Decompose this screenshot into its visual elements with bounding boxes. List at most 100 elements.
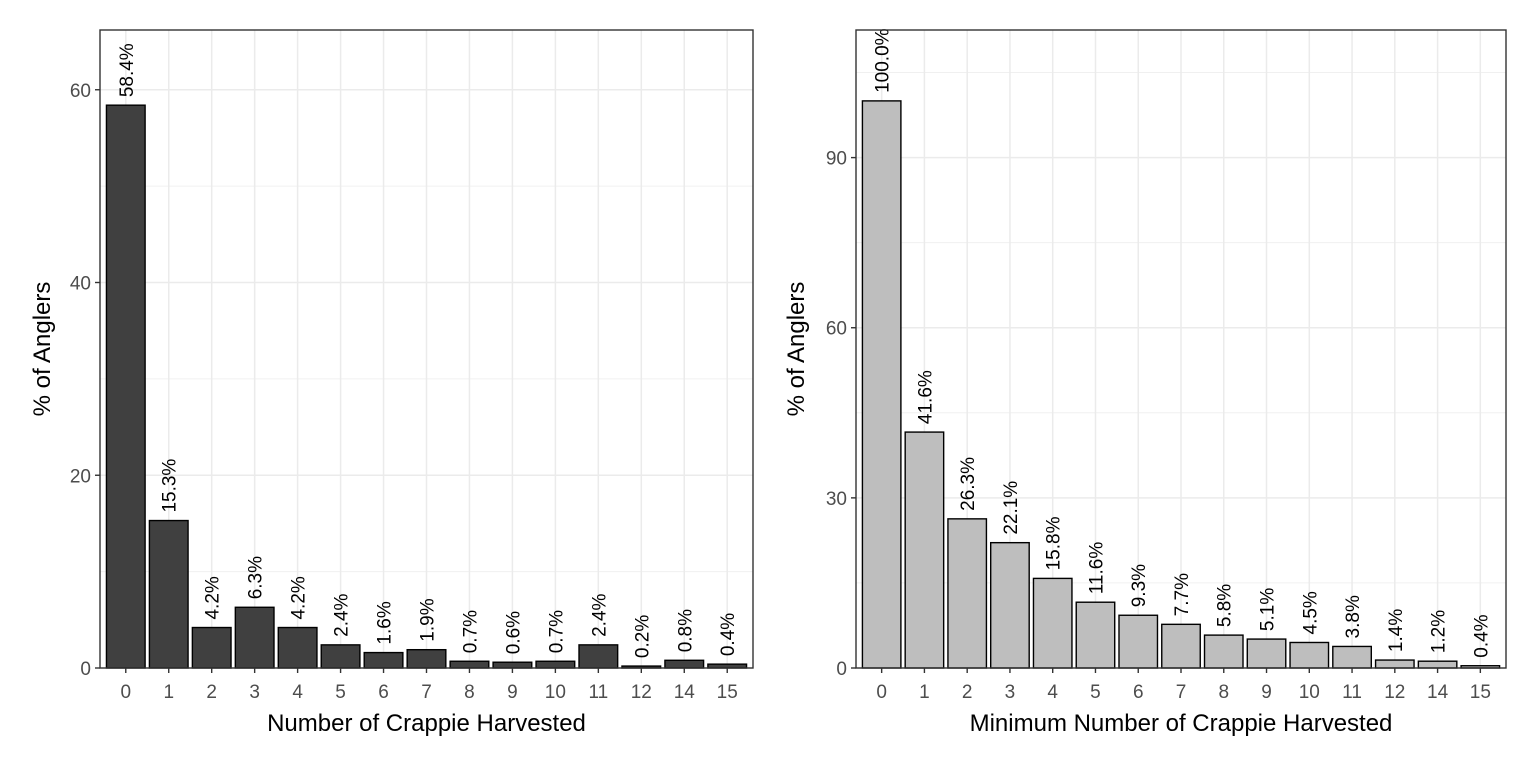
y-axis-title: % of Anglers — [29, 282, 56, 417]
x-tick-label: 12 — [631, 682, 652, 703]
bar-3 — [990, 541, 1030, 669]
bar-14 — [664, 659, 705, 669]
data-label: 2.4% — [332, 593, 353, 636]
x-tick-label: 8 — [464, 682, 475, 703]
data-label: 58.4% — [117, 43, 138, 97]
x-tick-label: 12 — [1384, 682, 1405, 703]
x-tick-label: 10 — [545, 682, 566, 703]
x-tick-label: 2 — [962, 682, 973, 703]
x-tick-label: 15 — [717, 682, 738, 703]
data-label: 5.1% — [1258, 588, 1279, 631]
bar-10 — [1289, 641, 1330, 669]
y-axis-title: % of Anglers — [783, 282, 810, 417]
y-tick-label: 60 — [826, 319, 847, 340]
y-tick-label: 30 — [826, 489, 847, 510]
x-tick-label: 11 — [588, 682, 608, 703]
x-tick-label: 15 — [1470, 682, 1491, 703]
x-tick-label: 5 — [1090, 682, 1101, 703]
data-label: 100.0% — [873, 28, 894, 93]
x-tick-label: 14 — [674, 682, 696, 703]
data-label: 6.3% — [246, 556, 267, 599]
x-tick-label: 1 — [919, 682, 930, 703]
bar-12 — [1374, 659, 1415, 669]
bar-9 — [1246, 638, 1287, 669]
x-tick-label: 11 — [1342, 682, 1362, 703]
x-tick-label: 2 — [206, 682, 217, 703]
bar-0 — [105, 104, 146, 669]
data-label: 1.9% — [418, 598, 439, 641]
x-tick-label: 9 — [1261, 682, 1272, 703]
data-label: 0.2% — [632, 615, 653, 658]
data-label: 1.6% — [375, 601, 396, 644]
y-tick-label: 90 — [826, 149, 847, 170]
bar-10 — [535, 660, 576, 669]
data-label: 0.6% — [503, 611, 524, 654]
data-label: 7.7% — [1172, 573, 1193, 616]
bar-1 — [148, 519, 189, 669]
x-tick-label: 8 — [1218, 682, 1229, 703]
bar-8 — [1203, 634, 1244, 669]
bar-1 — [904, 431, 945, 669]
data-label: 26.3% — [958, 457, 979, 511]
data-label: 5.8% — [1215, 584, 1236, 627]
bar-9 — [492, 661, 533, 669]
data-label: 0.7% — [546, 610, 567, 653]
data-label: 15.3% — [160, 459, 181, 513]
data-label: 1.2% — [1429, 610, 1450, 653]
x-tick-label: 7 — [1176, 682, 1187, 703]
x-tick-label: 9 — [507, 682, 518, 703]
x-axis-title: Minimum Number of Crappie Harvested — [970, 710, 1393, 737]
bar-7 — [406, 648, 447, 669]
data-label: 0.8% — [675, 609, 696, 652]
data-label: 1.4% — [1386, 609, 1407, 652]
bar-2 — [947, 518, 988, 669]
x-tick-label: 1 — [163, 682, 174, 703]
x-tick-label: 3 — [1005, 682, 1016, 703]
bar-11 — [1332, 645, 1372, 669]
y-tick-label: 0 — [80, 659, 91, 680]
data-label: 9.3% — [1129, 564, 1150, 607]
bar-5 — [320, 644, 361, 669]
data-label: 0.4% — [718, 613, 739, 656]
x-tick-label: 6 — [1133, 682, 1144, 703]
data-label: 0.7% — [460, 610, 481, 653]
x-tick-label: 10 — [1299, 682, 1320, 703]
data-label: 11.6% — [1086, 542, 1107, 595]
x-tick-label: 6 — [378, 682, 389, 703]
bar-8 — [449, 660, 490, 669]
data-label: 4.5% — [1300, 591, 1321, 634]
bar-14 — [1417, 660, 1458, 669]
bar-5 — [1075, 601, 1116, 669]
x-tick-label: 7 — [421, 682, 432, 703]
x-tick-label: 14 — [1427, 682, 1449, 703]
x-tick-label: 4 — [292, 682, 303, 703]
x-tick-label: 4 — [1047, 682, 1058, 703]
data-label: 4.2% — [289, 576, 310, 619]
right-chart-panel: 100.0%41.6%26.3% 22.1%15.8% 11.6% 9.3% 7.7% 5… — [783, 28, 1507, 737]
bar-11 — [578, 644, 619, 669]
data-label: 2.4% — [589, 593, 610, 636]
x-tick-label: 3 — [249, 682, 260, 703]
bar-7 — [1161, 623, 1201, 669]
data-label: 15.8% — [1044, 516, 1065, 570]
y-tick-label: 0 — [836, 659, 847, 680]
bar-4 — [277, 626, 318, 669]
bar-6 — [363, 651, 404, 669]
x-tick-label: 0 — [120, 682, 131, 703]
data-label: 41.6% — [915, 370, 936, 424]
y-tick-label: 40 — [70, 274, 91, 295]
y-tick-label: 20 — [70, 466, 91, 487]
data-label: 3.8% — [1343, 595, 1364, 638]
bar-3 — [234, 606, 275, 669]
x-tick-label: 0 — [876, 682, 887, 703]
data-label: 0.4% — [1471, 614, 1492, 657]
x-tick-label: 5 — [335, 682, 346, 703]
y-tick-label: 60 — [70, 81, 91, 102]
data-label: 22.1% — [1001, 481, 1022, 535]
bar-6 — [1118, 614, 1159, 669]
bar-4 — [1032, 577, 1073, 669]
x-axis-title: Number of Crappie Harvested — [267, 710, 586, 737]
left-chart-panel: 58.4% 15.3% 4.2% 6.3% 4.2% 2.4% 1.6% 1.9% 0.7% 0.… — [29, 29, 754, 737]
bar-0 — [861, 100, 902, 669]
